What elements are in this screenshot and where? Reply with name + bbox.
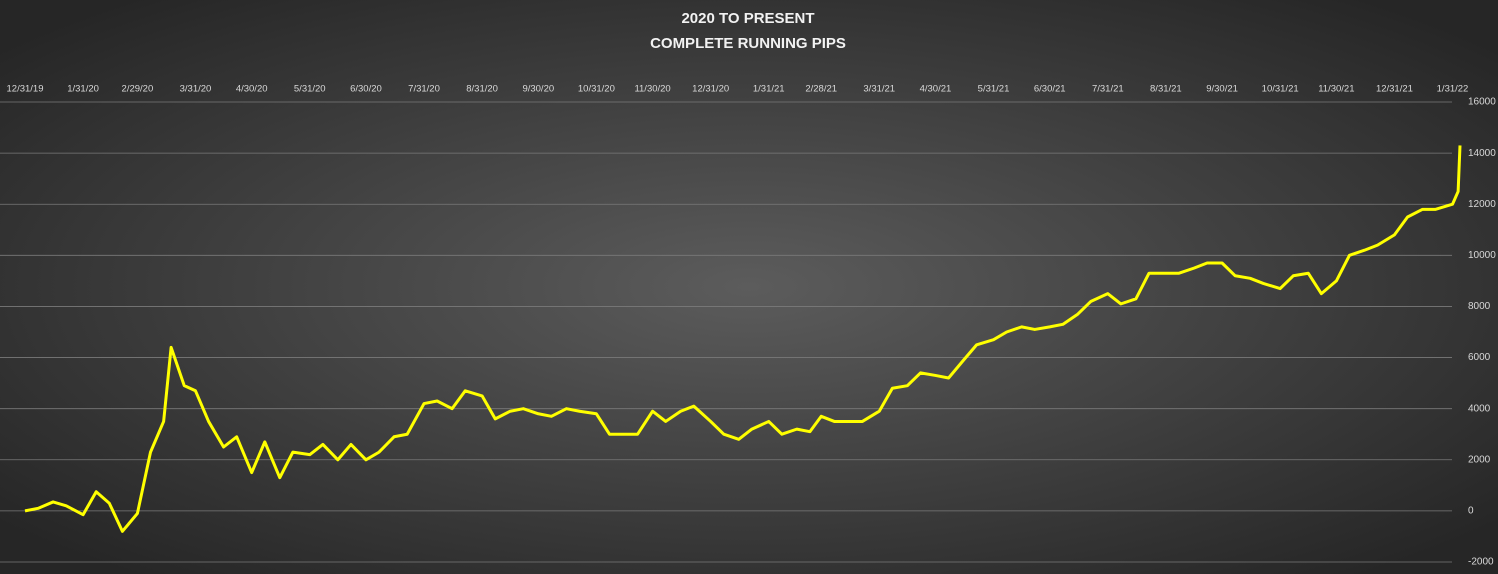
y-tick-label: -2000 [1468,557,1494,568]
x-tick-label: 2/29/20 [122,84,154,95]
y-tick-label: 2000 [1468,454,1491,465]
y-tick-label: 8000 [1468,301,1491,312]
x-tick-label: 7/31/21 [1092,84,1124,95]
x-tick-label: 8/31/20 [466,84,498,95]
x-tick-label: 7/31/20 [408,84,440,95]
x-tick-label: 1/31/21 [753,84,785,95]
y-tick-label: 0 [1468,506,1474,517]
x-tick-label: 11/30/20 [634,84,670,95]
x-tick-label: 11/30/21 [1318,84,1354,95]
x-tick-label: 4/30/20 [236,84,268,95]
x-tick-label: 4/30/21 [920,84,952,95]
data-line [24,145,1462,533]
x-tick-label: 5/31/21 [978,84,1010,95]
x-tick-label: 6/30/21 [1034,84,1066,95]
x-tick-label: 8/31/21 [1150,84,1182,95]
x-tick-label: 12/31/21 [1376,84,1413,95]
y-tick-label: 12000 [1468,199,1496,210]
x-tick-label: 10/31/20 [578,84,615,95]
y-tick-label: 6000 [1468,352,1491,363]
x-tick-label: 5/31/20 [294,84,326,95]
x-tick-label: 9/30/21 [1206,84,1238,95]
x-tick-label: 12/31/19 [7,84,44,95]
y-tick-label: 14000 [1468,148,1496,159]
chart-title: 2020 TO PRESENT [681,10,814,27]
x-tick-label: 1/31/20 [67,84,99,95]
x-tick-label: 10/31/21 [1262,84,1299,95]
x-tick-label: 6/30/20 [350,84,382,95]
chart-subtitle: COMPLETE RUNNING PIPS [650,35,846,52]
x-tick-label: 3/31/20 [180,84,212,95]
y-tick-label: 10000 [1468,250,1496,261]
x-tick-label: 9/30/20 [522,84,554,95]
x-tick-label: 2/28/21 [805,84,837,95]
y-tick-label: 4000 [1468,403,1491,414]
y-tick-label: 16000 [1468,97,1496,108]
x-tick-label: 12/31/20 [692,84,729,95]
x-tick-label: 1/31/22 [1437,84,1469,95]
x-tick-label: 3/31/21 [863,84,895,95]
